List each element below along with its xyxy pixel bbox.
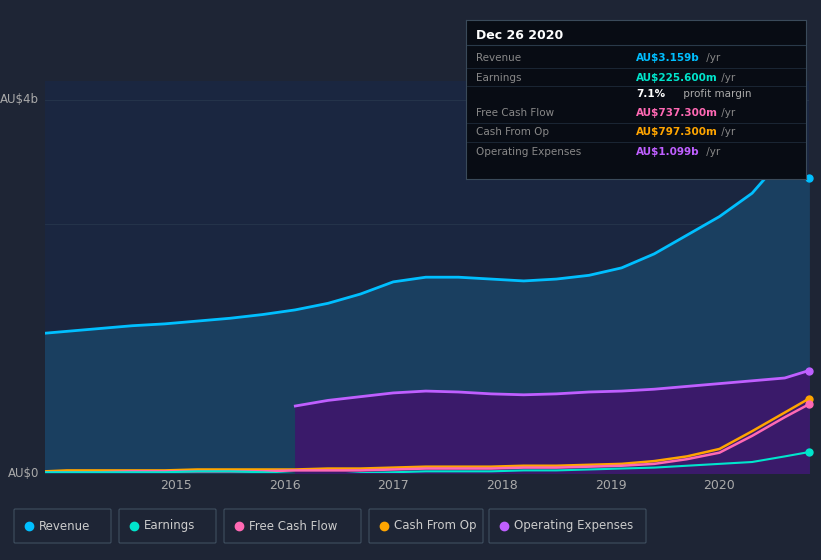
Text: Free Cash Flow: Free Cash Flow [249, 520, 337, 533]
Text: AU$737.300m: AU$737.300m [635, 108, 718, 118]
Text: /yr: /yr [718, 73, 736, 83]
Text: Operating Expenses: Operating Expenses [475, 147, 581, 157]
Text: Operating Expenses: Operating Expenses [514, 520, 633, 533]
Text: Revenue: Revenue [39, 520, 90, 533]
Text: AU$4b: AU$4b [0, 94, 39, 106]
Text: 7.1%: 7.1% [635, 89, 665, 99]
Text: AU$3.159b: AU$3.159b [635, 53, 699, 63]
Text: /yr: /yr [718, 108, 736, 118]
Text: Earnings: Earnings [475, 73, 521, 83]
Text: Dec 26 2020: Dec 26 2020 [475, 29, 563, 42]
Text: AU$0: AU$0 [7, 466, 39, 480]
Text: /yr: /yr [704, 147, 721, 157]
Text: Revenue: Revenue [475, 53, 521, 63]
Text: AU$797.300m: AU$797.300m [635, 127, 718, 137]
Text: profit margin: profit margin [680, 89, 752, 99]
Text: /yr: /yr [704, 53, 721, 63]
Text: Cash From Op: Cash From Op [475, 127, 548, 137]
Text: AU$225.600m: AU$225.600m [635, 73, 718, 83]
Text: Free Cash Flow: Free Cash Flow [475, 108, 554, 118]
Text: AU$1.099b: AU$1.099b [635, 147, 699, 157]
Text: /yr: /yr [718, 127, 736, 137]
Text: Earnings: Earnings [144, 520, 195, 533]
Text: Cash From Op: Cash From Op [394, 520, 476, 533]
